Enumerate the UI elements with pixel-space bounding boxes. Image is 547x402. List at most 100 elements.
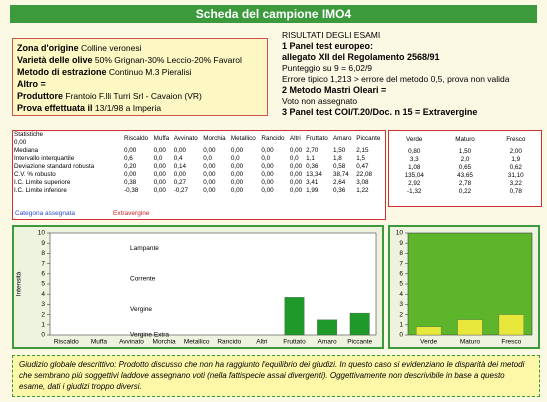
- x-tick-label: Muffa: [91, 339, 108, 346]
- cell: 0,00: [230, 179, 244, 186]
- cell: 1,8: [332, 155, 342, 162]
- row: 3,3 2,0 1,9: [389, 156, 541, 164]
- cell: 0,00: [230, 147, 244, 154]
- cell: 13,34: [306, 171, 322, 178]
- y-tick-label: 3: [41, 301, 45, 308]
- side-table: Verde Maturo Fresco 0,80 1,50 2,00 3,3 2,0 1,9 1,…: [388, 130, 542, 207]
- cell: 0,36: [332, 187, 346, 194]
- y-tick-label: 6: [399, 271, 403, 278]
- cell: 0,22: [458, 188, 472, 195]
- title: Scheda del campione IMO4: [10, 5, 537, 23]
- cell: 1,50: [458, 148, 472, 155]
- cell: 0,00: [203, 187, 216, 194]
- x-tick-label: Verde: [420, 339, 437, 346]
- category-label: Categoria assegnata: [15, 210, 75, 217]
- info-label: Produttore: [17, 91, 63, 101]
- y-tick-label: 5: [41, 281, 45, 288]
- info-box: Zona d'origine Colline veronesi Varietà d…: [12, 38, 268, 116]
- cell: 0,00: [289, 179, 303, 186]
- stats-table: Statistiche 0,00 Riscaldo Muffa Avvinato Morc…: [12, 130, 386, 220]
- table: Statistiche 0,00 Riscaldo Muffa Avvinato Morc…: [13, 131, 385, 195]
- info-label: Prova effettuata il: [17, 103, 93, 113]
- info-line: Produttore Frantoio F.lli Turri Srl - Ca…: [17, 91, 263, 101]
- cell: 2,78: [458, 180, 472, 187]
- cell: 0,0: [261, 155, 271, 162]
- info-value: 13/1/98 a Imperia: [94, 103, 162, 113]
- cell: 0,00: [261, 147, 274, 154]
- cell: 0,0: [203, 155, 212, 162]
- cell: 2,00: [509, 148, 522, 155]
- row: 1,08 0,65 0,62: [389, 164, 541, 172]
- cell: 0,0: [153, 155, 163, 162]
- y-tick-label: 6: [41, 271, 45, 278]
- cell: -0,38: [124, 187, 139, 194]
- x-tick-label: Altri: [256, 339, 267, 346]
- cell: 1,5: [356, 155, 366, 162]
- y-tick-label: 8: [41, 250, 45, 257]
- cell: 0,4: [173, 155, 183, 162]
- row: 135,04 43,65 31,10: [389, 172, 541, 180]
- x-tick-label: Morchia: [153, 339, 177, 346]
- column-header: Metallico: [230, 135, 256, 142]
- row-label: Deviazione standard robusta: [14, 163, 95, 170]
- cell: 0,00: [203, 179, 216, 186]
- cell: 0,00: [153, 163, 166, 170]
- cell: 2,15: [356, 147, 369, 154]
- cell: 2,92: [408, 180, 421, 187]
- row: I.C. Limite inferiore -0,38 0,00 -0,27 0,00 0…: [13, 187, 385, 195]
- cell: 0,58: [332, 163, 346, 170]
- x-tick-label: Piccante: [347, 339, 372, 346]
- y-axis-label: Intensità: [16, 271, 23, 296]
- cell: 135,04: [404, 172, 424, 179]
- cell: 1,1: [306, 155, 315, 162]
- chart: 0 1 2 3 4 5 6 7 8 9 10 Intensità Lampante Corrente Ver…: [12, 225, 384, 349]
- row-label: I.C. Limite superiore: [14, 179, 71, 186]
- row: I.C. Limite superiore 0,38 0,00 0,27 0,00 0,0…: [13, 179, 385, 187]
- cell: 0,27: [173, 179, 186, 186]
- cell: 0,00: [173, 147, 186, 154]
- y-tick-label: 4: [399, 291, 403, 298]
- cell: 0,0: [230, 155, 240, 162]
- row: 0,80 1,50 2,00: [389, 148, 541, 156]
- cell: 1,99: [306, 187, 319, 194]
- row-label: C.V. % robusto: [14, 171, 56, 178]
- y-tick-label: 2: [41, 311, 45, 318]
- cell: 3,22: [509, 180, 522, 187]
- x-tick-label: Fruttato: [283, 339, 306, 346]
- cell: 1,22: [356, 187, 369, 194]
- bar: [349, 312, 370, 336]
- column-header: Amaro: [332, 135, 352, 142]
- cell: 31,10: [507, 172, 524, 179]
- cell: 0,00: [203, 163, 216, 170]
- cell: 0,00: [289, 147, 303, 154]
- cell: 0,00: [289, 163, 303, 170]
- result-line: Punteggio su 9 = 6,02/9: [282, 63, 373, 73]
- y-tick-label: 0: [41, 332, 45, 339]
- column-header: Muffa: [153, 135, 170, 142]
- y-tick-label: 7: [399, 260, 403, 267]
- cell: 43,65: [457, 172, 473, 179]
- column-header: Morchia: [203, 135, 226, 142]
- cell: 3,3: [409, 156, 419, 163]
- info-value: Colline veronesi: [81, 43, 142, 53]
- column-header: Fruttato: [306, 135, 328, 142]
- cell: 0,6: [124, 155, 133, 162]
- y-tick-label: 8: [399, 250, 403, 257]
- x-tick-label: Riscaldo: [54, 339, 79, 346]
- info-label: Altro =: [17, 79, 46, 89]
- cell: -1,32: [407, 188, 422, 195]
- bar: [284, 297, 305, 336]
- result-line: 1 Panel test europeo:: [282, 41, 374, 51]
- cell: 1,50: [332, 147, 346, 154]
- y-tick-label: 2: [399, 311, 403, 318]
- info-label: Zona d'origine: [17, 43, 79, 53]
- info-line: Zona d'origine Colline veronesi: [17, 43, 263, 53]
- result-line: Voto non assegnato: [282, 96, 358, 106]
- y-tick-label: 5: [399, 281, 403, 288]
- cell: 0,00: [124, 147, 137, 154]
- cell: 0,00: [261, 187, 274, 194]
- cell: 0,00: [289, 187, 303, 194]
- category: Extravergine: [113, 210, 150, 217]
- y-tick-label: 10: [396, 230, 404, 237]
- info-value: Frantoio F.lli Turri Srl - Cavaion (VR): [65, 91, 202, 101]
